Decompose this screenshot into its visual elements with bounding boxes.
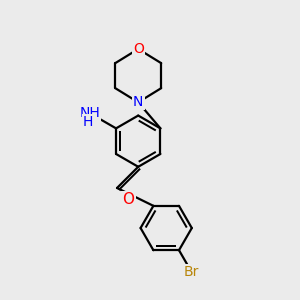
Text: O: O [122, 192, 134, 207]
Text: O: O [133, 42, 144, 56]
Text: NH: NH [80, 106, 101, 120]
Text: H: H [83, 115, 93, 129]
Text: Br: Br [184, 266, 200, 279]
Text: N: N [133, 95, 143, 109]
